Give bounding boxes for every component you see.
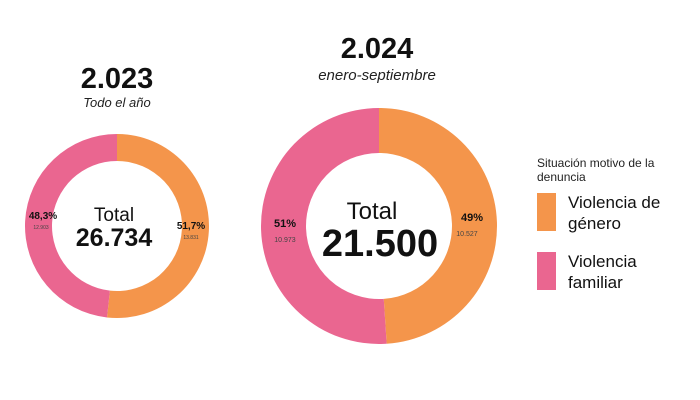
legend-item-familiar: Violencia familiar xyxy=(537,251,697,293)
percent-label-genero-2024: 49% xyxy=(461,212,483,224)
donut-chart-2023: 2.023 Todo el año Total 26.734 51,7% 13.… xyxy=(24,63,209,318)
percent-label-familiar-2023: 48,3% xyxy=(29,211,57,222)
count-label-familiar-2024: 10.973 xyxy=(274,237,296,244)
slice-genero-2024 xyxy=(379,108,498,344)
center-value-2023: 26.734 xyxy=(76,224,153,252)
percent-label-familiar-2024: 51% xyxy=(274,218,296,230)
legend-swatch-genero xyxy=(537,193,556,231)
center-label-2024: Total xyxy=(347,198,398,225)
percent-label-genero-2023: 51,7% xyxy=(177,221,205,232)
slice-familiar-2023 xyxy=(24,134,117,318)
chart-title-2023: 2.023 xyxy=(81,63,154,95)
legend: Situación motivo de la denuncia Violenci… xyxy=(537,156,697,310)
slice-genero-2023 xyxy=(106,134,209,318)
donut-chart-2024: 2.024 enero-septiembre Total 21.500 49% … xyxy=(261,33,498,344)
center-label-2023: Total xyxy=(94,205,134,226)
slice-familiar-2024 xyxy=(261,108,387,344)
chart-subtitle-2024: enero-septiembre xyxy=(318,67,436,84)
chart-title-2024: 2.024 xyxy=(341,33,414,65)
legend-label-familiar: Violencia familiar xyxy=(568,252,637,292)
legend-swatch-familiar xyxy=(537,252,556,290)
count-label-genero-2023: 13.831 xyxy=(183,235,199,241)
legend-title: Situación motivo de la denuncia xyxy=(537,156,655,184)
chart-subtitle-2023: Todo el año xyxy=(83,95,150,110)
legend-label-genero: Violencia de género xyxy=(568,193,661,233)
center-value-2024: 21.500 xyxy=(322,223,438,265)
count-label-familiar-2023: 12.903 xyxy=(33,225,49,231)
count-label-genero-2024: 10.527 xyxy=(456,231,478,238)
legend-item-genero: Violencia de género xyxy=(537,192,697,234)
